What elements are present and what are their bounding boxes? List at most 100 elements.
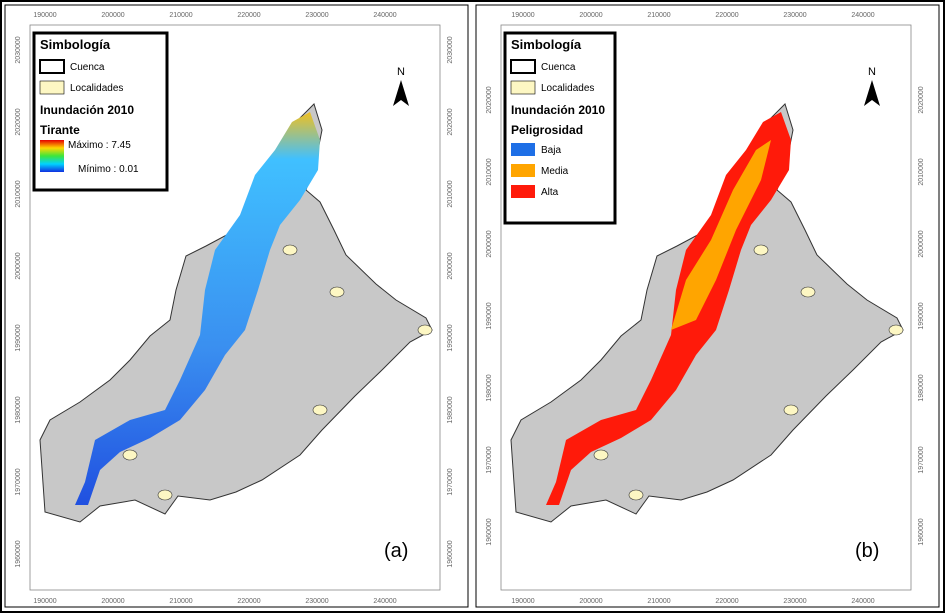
y-coord-label: 2030000 [447, 36, 454, 63]
x-coord-label: 200000 [101, 12, 124, 19]
legend-class-name: Baja [541, 145, 561, 156]
x-coord-label: 240000 [851, 12, 874, 19]
legend-item: Localidades [541, 83, 594, 94]
y-coord-label: 1970000 [447, 468, 454, 495]
y-coord-label: 2000000 [447, 252, 454, 279]
y-coord-label: 1980000 [486, 374, 493, 401]
locality [122, 449, 138, 461]
x-coord-label: 210000 [169, 12, 192, 19]
locality [157, 489, 173, 501]
flood-area-media [671, 140, 771, 330]
y-coord-label: 1960000 [15, 540, 22, 567]
legend-class-swatch [511, 164, 535, 177]
y-coord-label: 2010000 [918, 158, 925, 185]
legend-subtitle: Inundación 2010 [40, 103, 134, 117]
locality [312, 404, 328, 416]
panel-label: (a) [384, 540, 408, 562]
y-coord-label: 2020000 [918, 86, 925, 113]
y-coord-label: 1960000 [486, 518, 493, 545]
y-coord-label: 1970000 [486, 446, 493, 473]
legend-class-name: Media [541, 166, 569, 177]
legend-title: Simbología [511, 37, 582, 52]
locality [628, 489, 644, 501]
y-coord-label: 2030000 [15, 36, 22, 63]
legend-class-swatch [511, 143, 535, 156]
y-coord-label: 1990000 [447, 324, 454, 351]
locality [329, 286, 345, 298]
y-coord-label: 1980000 [918, 374, 925, 401]
x-coord-label: 200000 [579, 598, 602, 605]
legend-item: Cuenca [70, 62, 105, 73]
x-coord-label: 220000 [237, 12, 260, 19]
y-coord-label: 2000000 [918, 230, 925, 257]
locality [800, 286, 816, 298]
y-coord-label: 1960000 [918, 518, 925, 545]
y-coord-label: 1970000 [918, 446, 925, 473]
y-coord-label: 2020000 [15, 108, 22, 135]
locality [593, 449, 609, 461]
panel-label: (b) [855, 540, 879, 562]
x-coord-label: 210000 [647, 598, 670, 605]
x-coord-label: 190000 [511, 598, 534, 605]
x-coord-label: 200000 [579, 12, 602, 19]
legend-swatch [39, 59, 65, 74]
x-coord-label: 230000 [305, 12, 328, 19]
locality [783, 404, 799, 416]
map-panel: 190000 190000 200000 200000 210000 210000 2200… [4, 4, 469, 608]
legend-swatch [510, 59, 536, 74]
legend-max: Máximo : 7.45 [68, 140, 131, 151]
y-coord-label: 2010000 [447, 180, 454, 207]
north-label: N [868, 66, 876, 78]
x-coord-label: 190000 [33, 12, 56, 19]
map-panel: 190000 190000 200000 200000 210000 210000 2200… [475, 4, 940, 608]
y-coord-label: 2000000 [15, 252, 22, 279]
x-coord-label: 220000 [715, 598, 738, 605]
y-coord-label: 2000000 [486, 230, 493, 257]
locality [282, 244, 298, 256]
flood-area [75, 112, 320, 505]
x-coord-label: 230000 [783, 12, 806, 19]
y-coord-label: 1990000 [486, 302, 493, 329]
colorbar [40, 140, 64, 172]
north-label: N [397, 66, 405, 78]
y-coord-label: 1970000 [15, 468, 22, 495]
legend-title: Simbología [40, 37, 111, 52]
x-coord-label: 200000 [101, 598, 124, 605]
y-coord-label: 1980000 [15, 396, 22, 423]
legend-item: Cuenca [541, 62, 576, 73]
north-arrow [864, 80, 880, 106]
legend-swatch [510, 80, 536, 95]
locality [417, 324, 433, 336]
x-coord-label: 210000 [647, 12, 670, 19]
y-coord-label: 1980000 [447, 396, 454, 423]
y-coord-label: 1990000 [918, 302, 925, 329]
legend-item: Localidades [70, 83, 123, 94]
x-coord-label: 240000 [373, 598, 396, 605]
y-coord-label: 2010000 [486, 158, 493, 185]
x-coord-label: 220000 [715, 12, 738, 19]
north-arrow [393, 80, 409, 106]
y-coord-label: 2020000 [447, 108, 454, 135]
legend-subtitle: Inundación 2010 [511, 103, 605, 117]
legend-swatch [39, 80, 65, 95]
locality [753, 244, 769, 256]
legend-min: Mínimo : 0.01 [78, 164, 139, 175]
x-coord-label: 210000 [169, 598, 192, 605]
y-coord-label: 2010000 [15, 180, 22, 207]
x-coord-label: 190000 [33, 598, 56, 605]
x-coord-label: 190000 [511, 12, 534, 19]
y-coord-label: 1990000 [15, 324, 22, 351]
legend-variable: Peligrosidad [511, 123, 583, 137]
y-coord-label: 1960000 [447, 540, 454, 567]
y-coord-label: 2020000 [486, 86, 493, 113]
x-coord-label: 230000 [783, 598, 806, 605]
legend-class-name: Alta [541, 187, 559, 198]
x-coord-label: 220000 [237, 598, 260, 605]
x-coord-label: 230000 [305, 598, 328, 605]
legend-class-swatch [511, 185, 535, 198]
x-coord-label: 240000 [851, 598, 874, 605]
legend-variable: Tirante [40, 123, 80, 137]
locality [888, 324, 904, 336]
x-coord-label: 240000 [373, 12, 396, 19]
